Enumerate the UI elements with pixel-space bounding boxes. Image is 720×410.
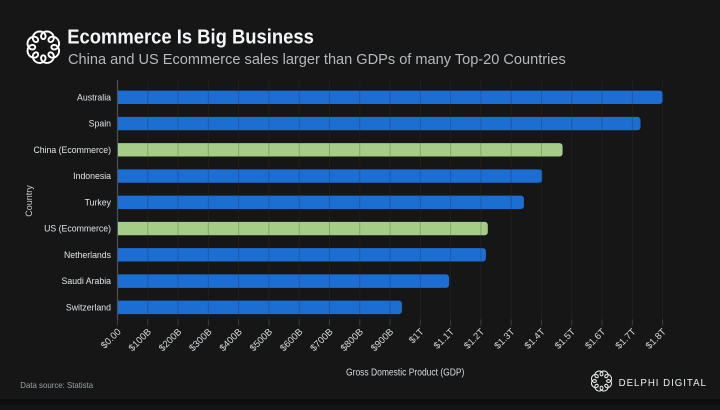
- svg-text:Country: Country: [24, 185, 34, 217]
- svg-text:Ecommerce Is Big Business: Ecommerce Is Big Business: [67, 27, 314, 49]
- svg-text:China and US Ecommerce sales l: China and US Ecommerce sales larger than…: [68, 52, 566, 68]
- svg-text:Data source: Statista: Data source: Statista: [20, 381, 93, 390]
- svg-text:Turkey: Turkey: [85, 197, 112, 207]
- svg-text:Saudi Arabia: Saudi Arabia: [62, 276, 112, 286]
- svg-text:Spain: Spain: [89, 118, 111, 128]
- svg-text:US (Ecommerce): US (Ecommerce): [44, 223, 111, 233]
- svg-text:Australia: Australia: [77, 92, 112, 102]
- svg-text:Netherlands: Netherlands: [64, 250, 111, 260]
- svg-text:Gross Domestic Product (GDP): Gross Domestic Product (GDP): [346, 367, 464, 378]
- svg-text:China (Ecommerce): China (Ecommerce): [33, 144, 111, 154]
- svg-text:Indonesia: Indonesia: [73, 171, 112, 181]
- svg-text:DELPHI DIGITAL: DELPHI DIGITAL: [619, 378, 707, 389]
- svg-text:Switzerland: Switzerland: [66, 302, 111, 312]
